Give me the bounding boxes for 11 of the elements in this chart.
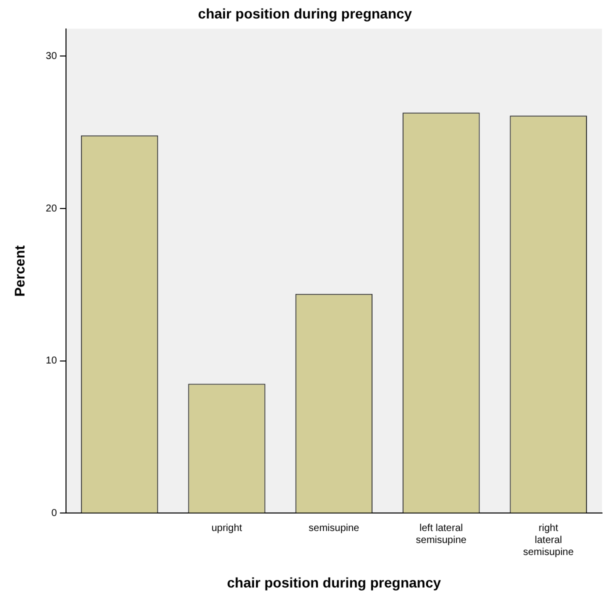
x-tick-label: semisupine (308, 522, 360, 534)
y-tick-label: 0 (51, 508, 58, 519)
y-tick-label: 30 (46, 50, 58, 62)
chart-title: chair position during pregnancy (198, 5, 412, 22)
y-axis-title: Percent (11, 244, 28, 297)
x-tick-label: left lateral semisupine (416, 522, 467, 546)
x-axis-title: chair position during pregnancy (227, 574, 442, 590)
y-tick-label: 20 (46, 203, 58, 214)
y-tick-label: 10 (46, 356, 58, 367)
x-tick-label: upright (211, 522, 242, 534)
x-tick-label: right lateral semisupine (523, 522, 574, 558)
